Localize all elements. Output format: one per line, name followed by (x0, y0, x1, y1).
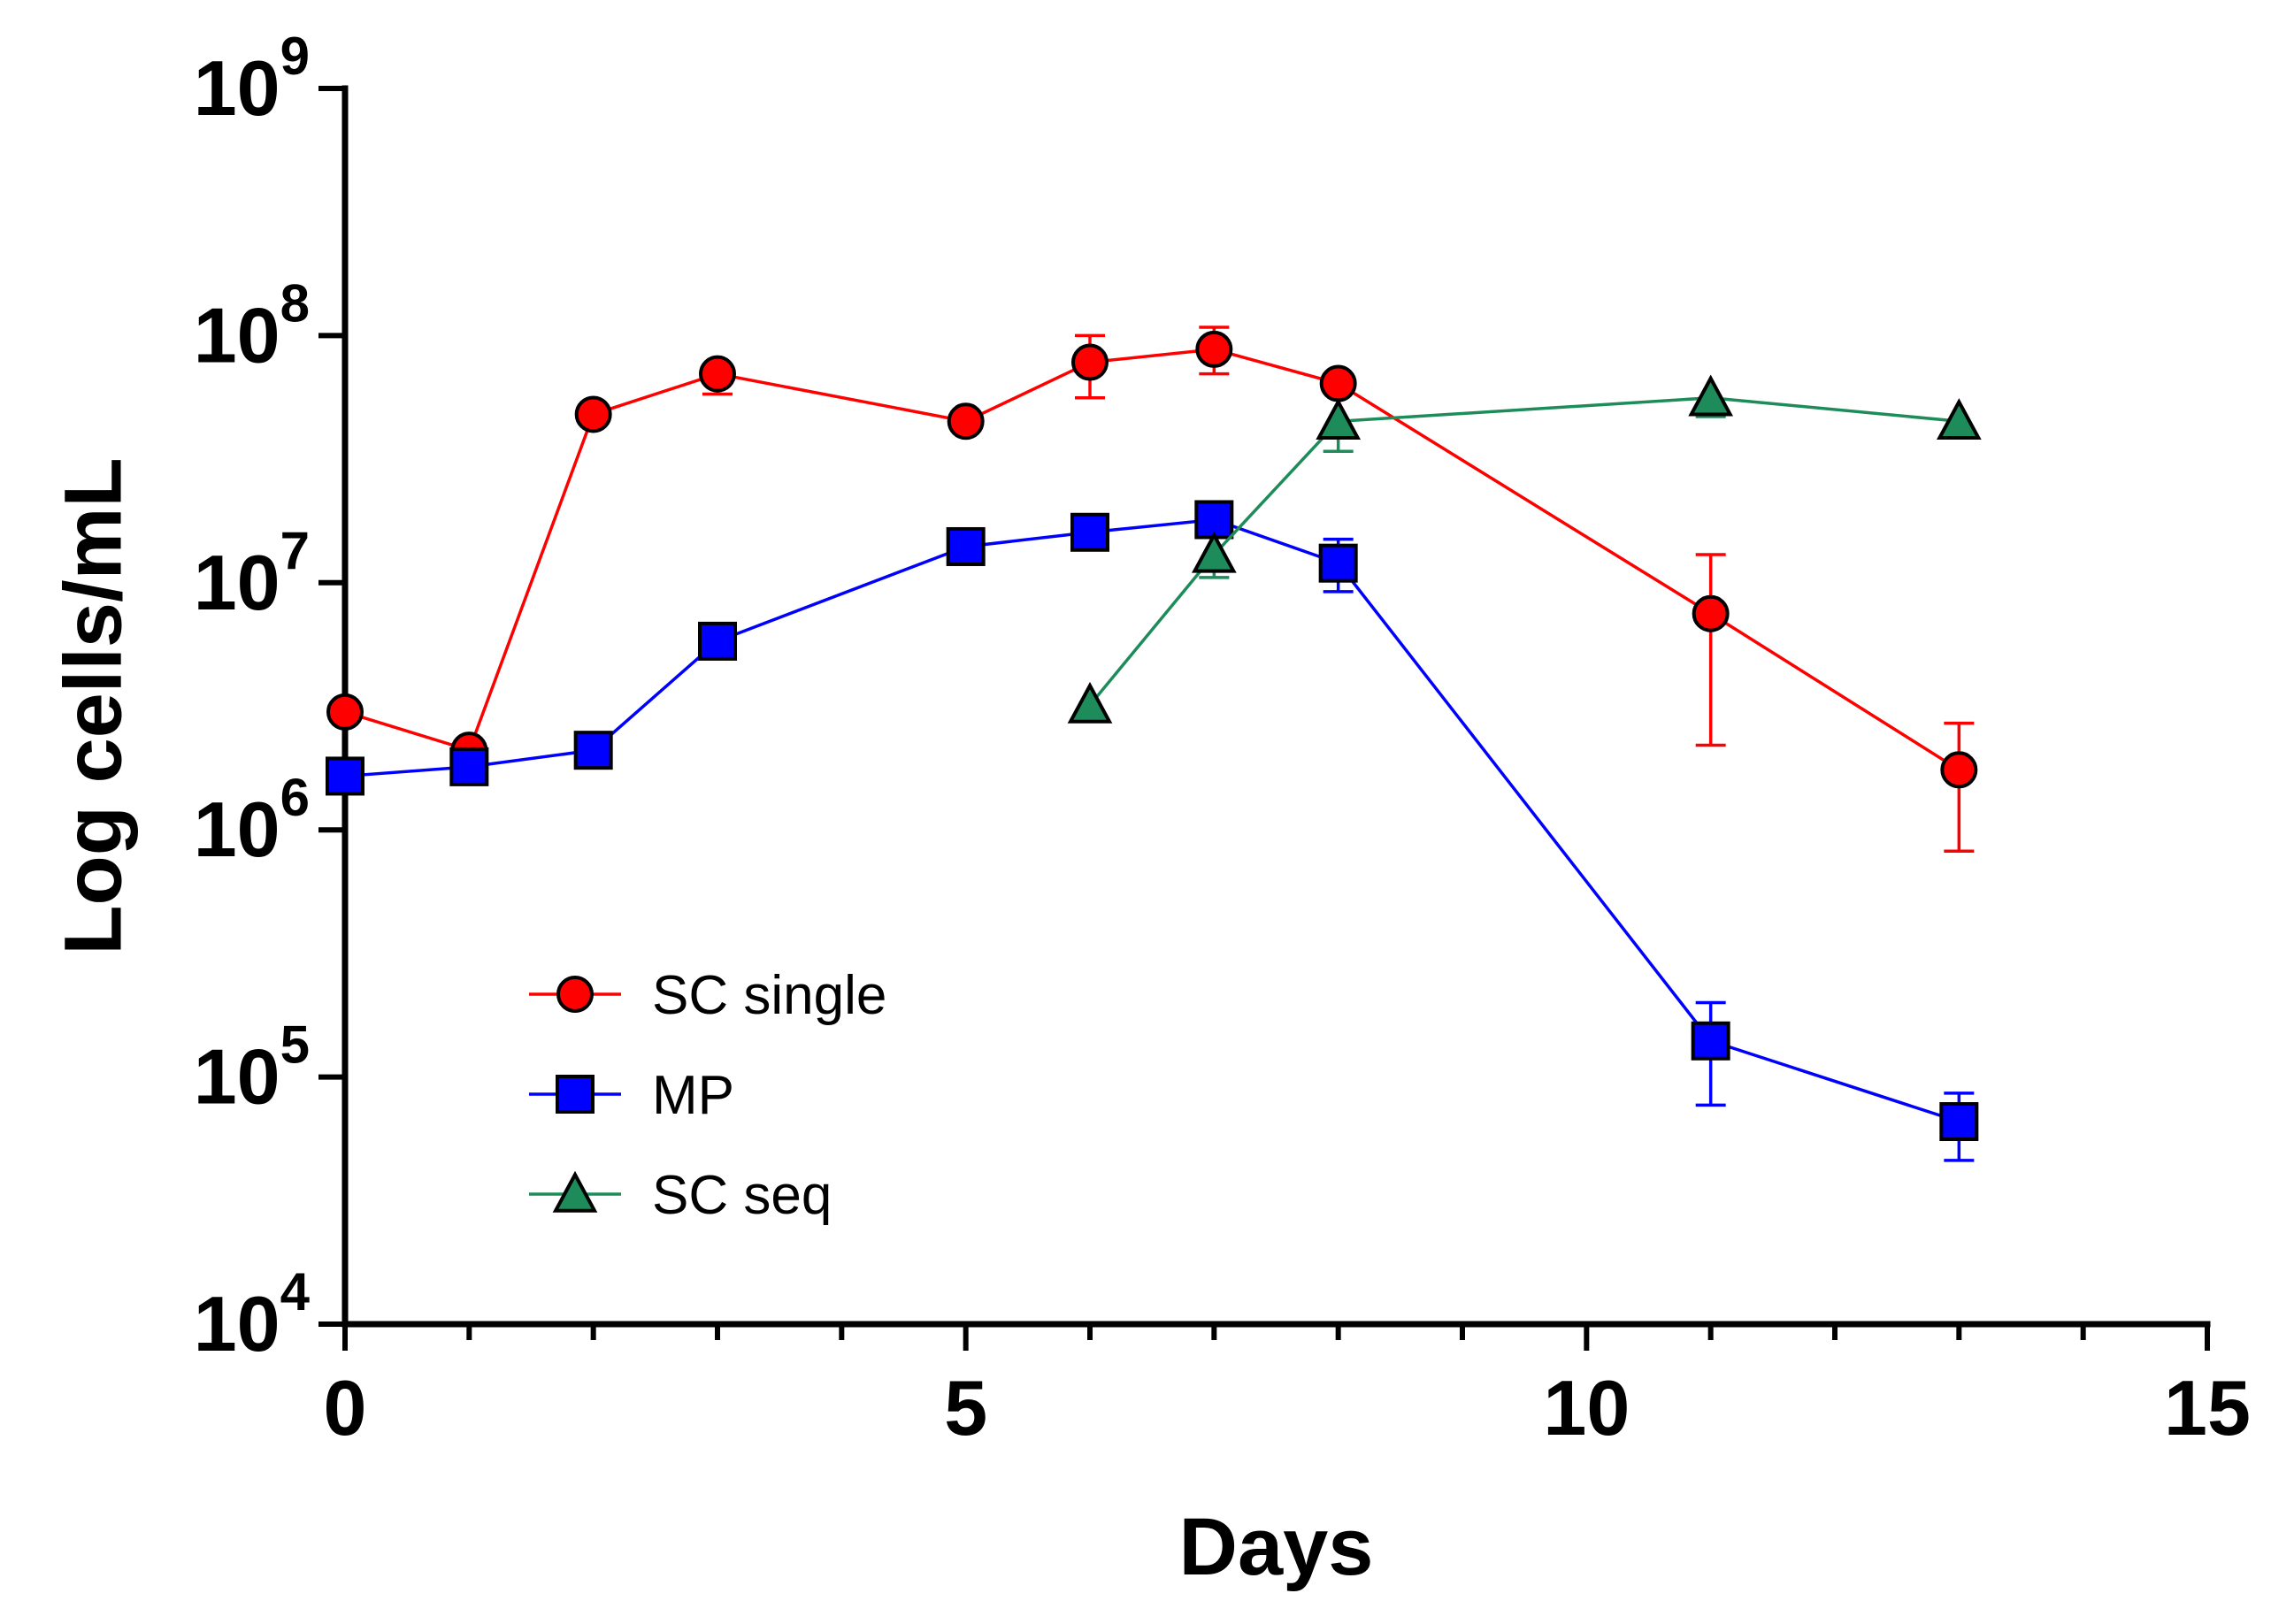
series-line (344, 517, 1960, 1123)
data-point (698, 621, 737, 661)
legend-label: MP (652, 1065, 734, 1126)
y-tick-label: 108 (194, 273, 310, 379)
data-point (1071, 343, 1109, 381)
axes (318, 85, 2211, 1351)
y-axis-title: Log cells/mL (48, 457, 138, 954)
data-point (1940, 751, 1978, 789)
data-point (449, 747, 489, 786)
series-mp (326, 500, 1979, 1162)
x-tick-label: 5 (944, 1364, 987, 1452)
tick-labels: 0 5 10 15 104 105 106 107 108 109 (194, 27, 2251, 1452)
data-point (1692, 594, 1730, 632)
legend-label: SC seq (652, 1165, 832, 1226)
data-point (946, 526, 986, 566)
data-point (1067, 681, 1113, 724)
series-sc-seq (1067, 374, 1982, 724)
legend-entry: MP (529, 1065, 734, 1126)
y-tick-label: 109 (194, 27, 310, 132)
plot-series (326, 326, 1982, 1162)
x-axis-title: Days (1179, 1502, 1374, 1592)
data-point (1191, 531, 1237, 573)
legend-entry: SC single (529, 965, 886, 1026)
data-point (1316, 398, 1362, 440)
legend-marker (556, 1075, 595, 1114)
series-sc-single (326, 326, 1978, 854)
legend-marker (552, 1170, 598, 1213)
x-tick-label: 0 (324, 1364, 367, 1452)
data-point (1070, 512, 1109, 552)
data-point (573, 731, 613, 770)
data-point (326, 693, 364, 731)
data-point (1688, 374, 1734, 417)
data-point (1691, 1021, 1730, 1061)
data-point (947, 402, 985, 440)
x-tick-label: 10 (1543, 1364, 1630, 1452)
x-tick-label: 15 (2164, 1364, 2251, 1452)
data-point (1939, 1102, 1979, 1142)
data-point (326, 756, 364, 796)
legend-entry: SC seq (529, 1165, 832, 1226)
data-point (574, 395, 612, 433)
legend: SC single MP SC seq (529, 965, 886, 1226)
data-point (1318, 543, 1358, 583)
y-tick-label: 104 (194, 1262, 311, 1367)
y-tick-label: 107 (194, 521, 310, 626)
data-point (1936, 398, 1982, 440)
data-point (699, 355, 736, 393)
y-tick-label: 106 (194, 768, 310, 873)
y-tick-label: 105 (194, 1015, 310, 1121)
data-point (1319, 364, 1357, 402)
data-point (1195, 330, 1233, 368)
series-line (344, 348, 1960, 771)
legend-marker (556, 976, 594, 1013)
legend-label: SC single (652, 965, 886, 1026)
